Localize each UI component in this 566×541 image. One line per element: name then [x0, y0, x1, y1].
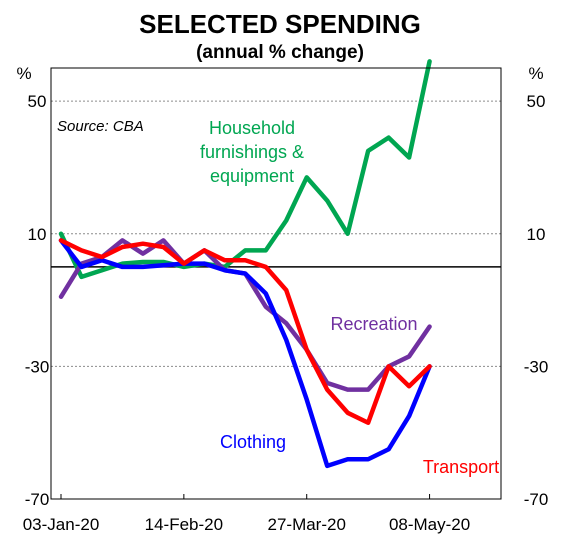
x-tick-label-0: 03-Jan-20 [23, 515, 100, 534]
source-note: Source: CBA [57, 118, 144, 135]
chart-title: SELECTED SPENDING [139, 9, 421, 39]
y-tick-left-10: 10 [28, 225, 47, 244]
y-axis-unit-right: % [528, 64, 543, 83]
series-label-0-line-1: furnishings & [200, 142, 304, 162]
series-label-3: Transport [423, 457, 499, 477]
series-label-0: Household furnishings & equipment [200, 118, 304, 186]
plot-frame [50, 67, 502, 500]
chart-subtitle: (annual % change) [196, 42, 364, 63]
series-label-1: Recreation [330, 314, 417, 334]
x-tick-label-1: 14-Feb-20 [145, 515, 223, 534]
series-label-3-line-0: Transport [423, 457, 499, 477]
series-label-2-line-0: Clothing [220, 432, 286, 452]
y-tick-left-50: 50 [28, 92, 47, 111]
x-tick-label-3: 08-May-20 [389, 515, 470, 534]
label-layer: Household furnishings & equipment Recreatio… [200, 118, 499, 477]
series-label-1-line-0: Recreation [330, 314, 417, 334]
y-axis-unit-left: % [16, 64, 31, 83]
series-label-0-line-2: equipment [210, 166, 294, 186]
tick-layer: 50 50 10 10 -30 -30 -70 -70 03-Jan-20 14-Feb-20 27… [23, 92, 549, 534]
series-label-2: Clothing [220, 432, 286, 452]
x-tick-label-2: 27-Mar-20 [268, 515, 346, 534]
y-tick-right-50: 50 [527, 92, 546, 111]
y-tick-left--30: -30 [25, 357, 50, 376]
y-tick-right-10: 10 [527, 225, 546, 244]
series-layer [58, 59, 432, 469]
y-tick-left--70: -70 [25, 490, 50, 509]
y-tick-right--30: -30 [524, 357, 549, 376]
y-tick-right--70: -70 [524, 490, 549, 509]
series-label-0-line-0: Household [209, 118, 295, 138]
